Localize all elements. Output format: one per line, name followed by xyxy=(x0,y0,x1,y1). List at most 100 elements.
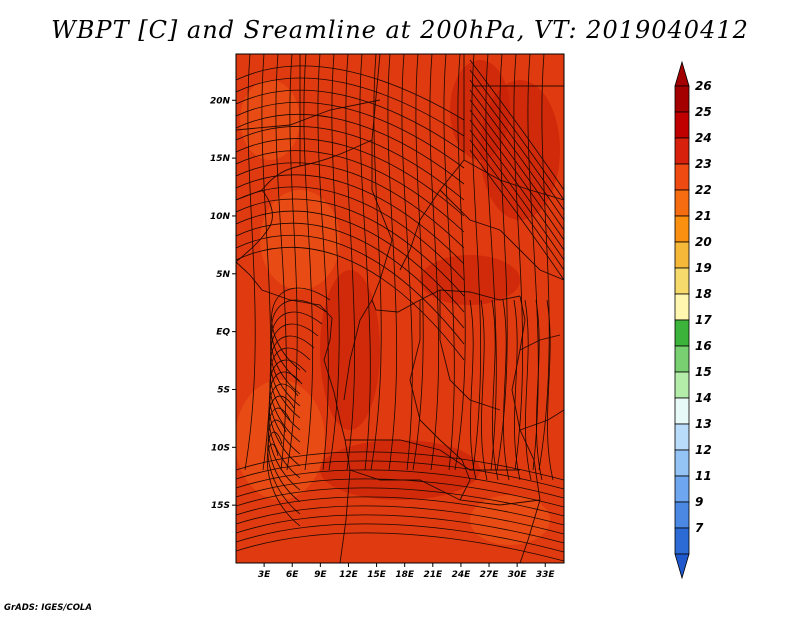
streamline xyxy=(236,126,465,201)
colorbar-swatch xyxy=(674,345,690,373)
streamline xyxy=(546,299,554,481)
lon-tick-label: 15E xyxy=(367,570,387,580)
colorbar-swatch xyxy=(674,293,690,321)
colorbar-upper-tip xyxy=(674,60,690,87)
streamline xyxy=(269,347,311,431)
lat-tick-label: 10N xyxy=(210,212,231,222)
boundary-line xyxy=(236,139,373,263)
colorbar-label: 21 xyxy=(695,209,712,223)
lon-tick-label: 24E xyxy=(452,570,472,580)
colorbar-label: 24 xyxy=(695,131,712,145)
streamline xyxy=(236,174,465,265)
colorbar-swatch xyxy=(674,189,690,217)
streamline xyxy=(236,523,564,553)
streamline xyxy=(236,101,465,169)
streamline xyxy=(469,139,564,271)
streamline xyxy=(236,487,564,517)
streamline xyxy=(236,89,465,153)
streamline xyxy=(429,54,440,471)
colorbar-swatch xyxy=(674,85,690,113)
wbpt-patch xyxy=(320,440,480,500)
streamline xyxy=(485,54,497,471)
streamline xyxy=(275,54,287,471)
streamline xyxy=(236,162,465,249)
wbpt-patch xyxy=(420,255,520,305)
streamline xyxy=(469,109,564,241)
lat-tick-label: 5S xyxy=(217,385,230,395)
streamline xyxy=(513,54,524,471)
streamline xyxy=(267,419,301,503)
wbpt-patch xyxy=(240,80,300,160)
streamline xyxy=(266,443,301,527)
streamline xyxy=(502,299,510,481)
streamline xyxy=(236,532,564,562)
colorbar-label: 9 xyxy=(695,495,703,509)
colorbar-label: 15 xyxy=(695,365,712,379)
streamline xyxy=(513,299,521,481)
lon-tick-label: 6E xyxy=(286,570,299,580)
streamline xyxy=(236,65,465,121)
map-title: WBPT [C] and Sreamline at 200hPa, VT: 20… xyxy=(51,16,749,44)
boundary-line xyxy=(236,261,351,563)
boundary-line xyxy=(236,99,381,131)
streamline xyxy=(469,99,564,231)
streamline xyxy=(524,299,532,481)
streamline xyxy=(269,371,303,455)
boundary-line xyxy=(349,469,541,506)
lat-tick-label: EQ xyxy=(216,328,230,338)
colorbar-swatch xyxy=(674,371,690,399)
lat-tick-label: 10S xyxy=(211,443,230,453)
colorbar-label: 11 xyxy=(695,469,712,483)
streamline xyxy=(443,54,455,471)
streamline xyxy=(471,54,482,471)
streamline xyxy=(469,299,477,481)
streamline xyxy=(469,59,564,191)
longitude-axis: 3E 6E 9E 12E 15E 18E 21E 24E 27E 30E 33E xyxy=(258,563,556,580)
colorbar-swatch xyxy=(674,475,690,503)
colorbar-label: 18 xyxy=(695,287,712,301)
colorbar-swatch xyxy=(674,501,690,529)
map-area xyxy=(235,53,565,564)
streamline xyxy=(236,114,465,185)
colorbar-swatch xyxy=(674,111,690,139)
streamline xyxy=(270,323,319,407)
boundary-line xyxy=(371,140,521,313)
colorbar-label: 20 xyxy=(695,235,712,249)
lon-tick-label: 27E xyxy=(480,570,500,580)
streamline xyxy=(469,119,564,251)
streamline xyxy=(268,395,301,479)
streamline xyxy=(269,359,307,443)
streamline xyxy=(236,478,564,508)
streamline xyxy=(538,54,550,471)
wbpt-patch xyxy=(320,270,380,430)
streamline xyxy=(303,54,314,471)
streamline xyxy=(469,69,564,201)
streamline xyxy=(244,54,256,471)
colorbar-label: 23 xyxy=(695,157,712,171)
colorbar-label: 12 xyxy=(695,443,712,457)
wbpt-patch xyxy=(450,60,510,160)
streamline xyxy=(236,77,465,137)
lon-tick-label: 21E xyxy=(423,570,443,580)
colorbar: 26 25 24 23 22 21 20 19 18 17 16 15 14 13 12 11 9 7 xyxy=(674,60,712,580)
colorbar-swatch xyxy=(674,423,690,451)
streamline xyxy=(270,311,323,395)
colorbar-swatch xyxy=(674,241,690,269)
streamline xyxy=(236,222,465,329)
colorbar-label: 19 xyxy=(695,261,712,275)
streamline xyxy=(401,54,413,471)
lat-tick-label: 5N xyxy=(216,270,230,280)
boundary-line xyxy=(439,290,501,411)
lon-tick-label: 33E xyxy=(536,570,556,580)
streamline xyxy=(268,407,301,491)
lon-tick-label: 18E xyxy=(395,570,415,580)
colorbar-swatch xyxy=(674,137,690,165)
boundary-line xyxy=(439,189,564,281)
streamline xyxy=(480,299,488,481)
streamline xyxy=(261,54,272,471)
latitude-axis: 20N 15N 10N 5N EQ 5S 10S 15S xyxy=(210,96,236,511)
colorbar-label: 17 xyxy=(695,313,712,327)
streamline xyxy=(469,89,564,221)
colorbar-swatch xyxy=(674,215,690,243)
boundary-line xyxy=(519,409,564,431)
